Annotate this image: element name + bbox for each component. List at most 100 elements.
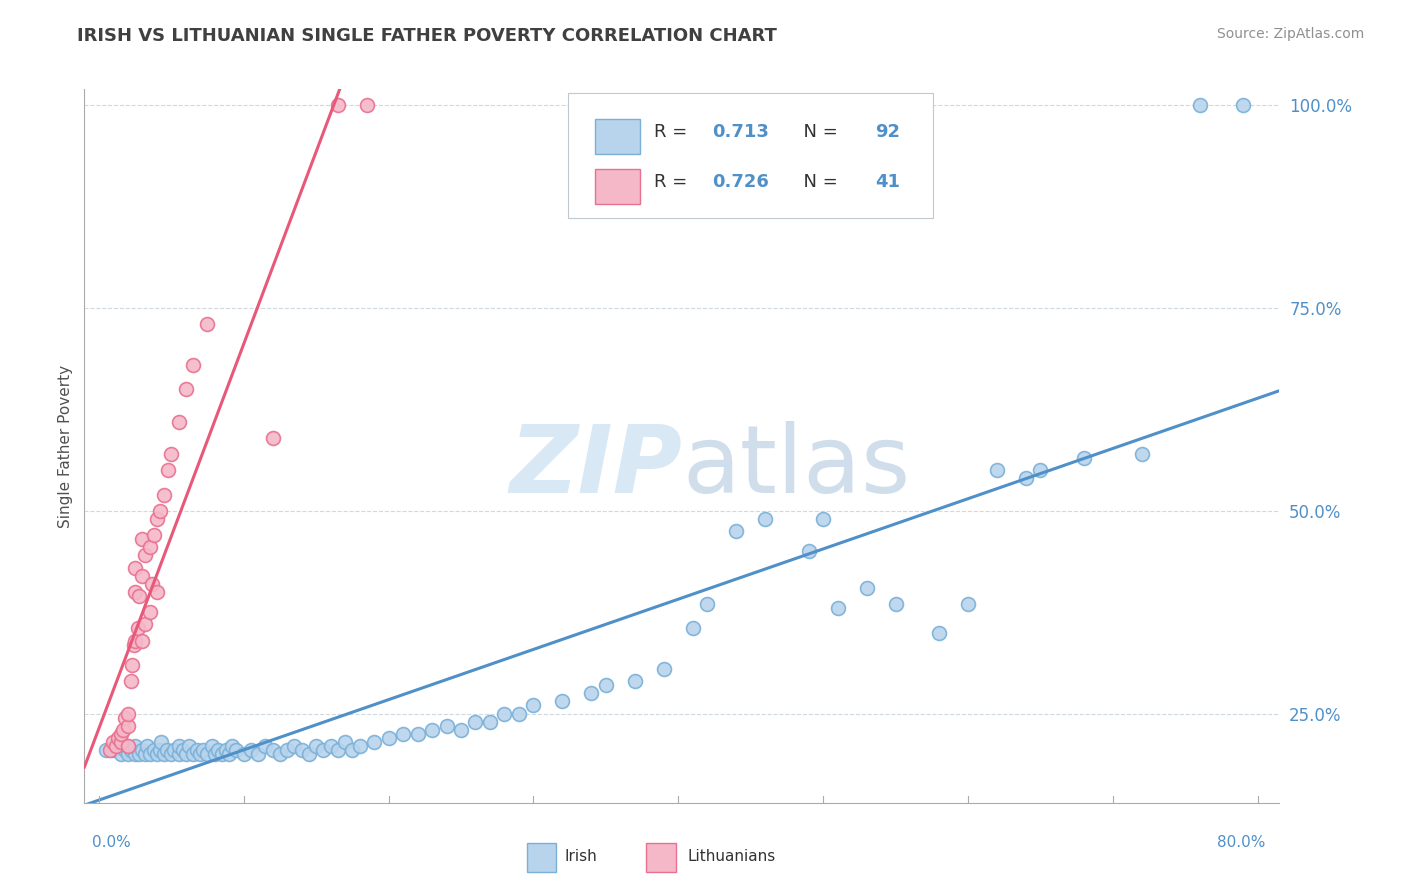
Point xyxy=(142,528,165,542)
Text: R =: R = xyxy=(654,173,693,191)
Point xyxy=(682,622,704,636)
Point xyxy=(201,739,224,753)
Point xyxy=(124,633,146,648)
Point xyxy=(124,585,146,599)
Point xyxy=(103,735,125,749)
Point xyxy=(319,739,342,753)
Point xyxy=(377,731,399,745)
Text: 0.713: 0.713 xyxy=(711,123,769,141)
Point xyxy=(100,743,122,757)
Point xyxy=(134,747,156,761)
Point xyxy=(134,617,156,632)
Point xyxy=(239,743,262,757)
Point xyxy=(124,560,146,574)
Point xyxy=(153,488,176,502)
Point xyxy=(181,358,204,372)
Text: N =: N = xyxy=(792,173,844,191)
FancyBboxPatch shape xyxy=(595,119,640,154)
Point xyxy=(160,447,183,461)
Point xyxy=(122,638,145,652)
Point xyxy=(551,694,574,708)
Point xyxy=(333,735,356,749)
Point xyxy=(204,747,226,761)
FancyBboxPatch shape xyxy=(568,93,934,218)
Point xyxy=(211,747,233,761)
Point xyxy=(149,504,172,518)
Point xyxy=(163,743,186,757)
Text: N =: N = xyxy=(792,123,844,141)
Point xyxy=(218,747,240,761)
Point xyxy=(276,743,298,757)
Point xyxy=(312,743,335,757)
Point xyxy=(269,747,291,761)
Point xyxy=(652,662,675,676)
Point xyxy=(146,747,169,761)
Point xyxy=(117,706,139,721)
Point xyxy=(128,589,150,603)
Point xyxy=(114,743,136,757)
Text: 0.726: 0.726 xyxy=(711,173,769,191)
Point xyxy=(197,318,219,332)
Point xyxy=(494,706,516,721)
Point xyxy=(188,747,211,761)
Point xyxy=(356,98,378,112)
Point xyxy=(1073,451,1095,466)
Point xyxy=(149,743,172,757)
Point xyxy=(197,747,219,761)
Point xyxy=(298,747,321,761)
Point xyxy=(811,512,834,526)
Point xyxy=(107,731,129,745)
Point xyxy=(1130,447,1153,461)
Point xyxy=(186,743,208,757)
Point xyxy=(138,747,160,761)
Point xyxy=(986,463,1008,477)
Point xyxy=(247,747,270,761)
Point xyxy=(156,743,179,757)
Text: R =: R = xyxy=(654,123,693,141)
Point xyxy=(1029,463,1052,477)
Point xyxy=(1232,98,1254,112)
Point xyxy=(956,597,979,611)
Point xyxy=(131,743,153,757)
Point xyxy=(1015,471,1038,485)
Point xyxy=(127,622,149,636)
Point xyxy=(291,743,314,757)
Point xyxy=(406,727,429,741)
Point xyxy=(120,743,142,757)
Point xyxy=(138,541,160,555)
Point xyxy=(124,739,146,753)
Point xyxy=(326,743,349,757)
Point xyxy=(884,597,907,611)
Point xyxy=(117,719,139,733)
Point xyxy=(1188,98,1211,112)
Point xyxy=(134,549,156,563)
FancyBboxPatch shape xyxy=(527,844,557,872)
FancyBboxPatch shape xyxy=(647,844,676,872)
Point xyxy=(232,747,254,761)
Point xyxy=(326,98,349,112)
Point xyxy=(436,719,458,733)
Point xyxy=(153,747,176,761)
Point xyxy=(167,415,190,429)
Point xyxy=(131,568,153,582)
Point xyxy=(363,735,385,749)
Point xyxy=(120,674,142,689)
Text: Source: ZipAtlas.com: Source: ZipAtlas.com xyxy=(1216,27,1364,41)
Point xyxy=(581,686,603,700)
Point xyxy=(124,747,146,761)
Point xyxy=(827,601,849,615)
Point xyxy=(121,657,143,672)
Point xyxy=(392,727,415,741)
Point xyxy=(305,739,328,753)
Point xyxy=(696,597,718,611)
Point xyxy=(754,512,776,526)
Point xyxy=(172,743,194,757)
Point xyxy=(254,739,277,753)
Point xyxy=(110,735,132,749)
Point xyxy=(225,743,247,757)
Point xyxy=(464,714,486,729)
Point xyxy=(142,743,165,757)
Text: 41: 41 xyxy=(876,173,900,191)
Point xyxy=(160,747,183,761)
Point xyxy=(174,747,197,761)
